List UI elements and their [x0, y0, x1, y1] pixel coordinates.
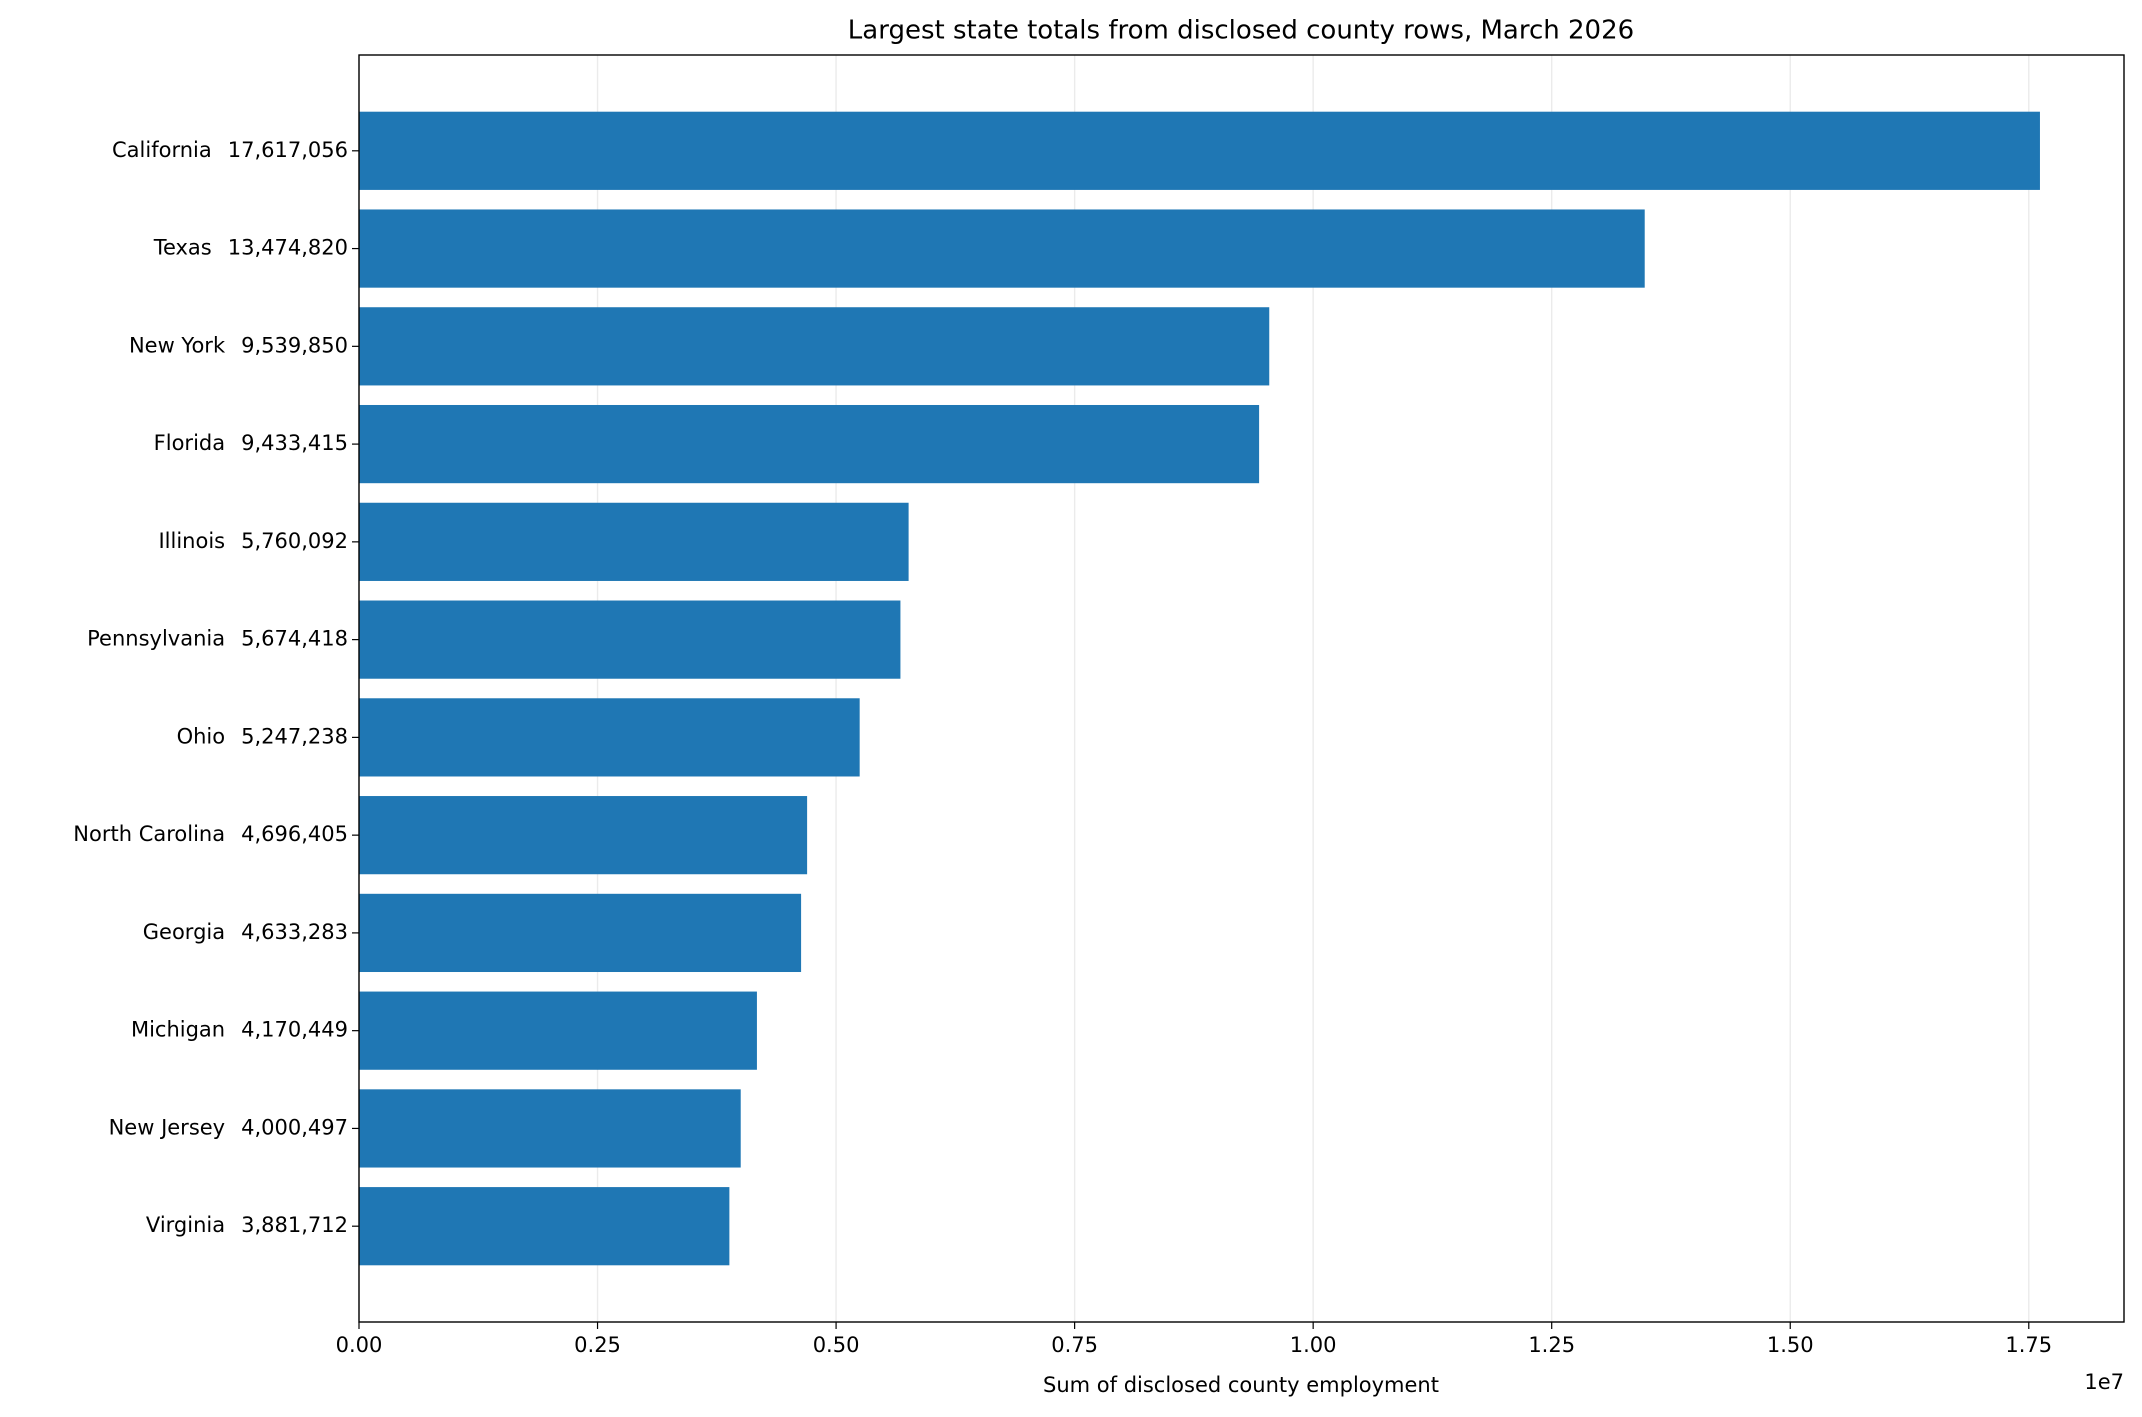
y-tick-label: Virginia 3,881,712	[146, 1213, 348, 1237]
y-tick-label: Illinois 5,760,092	[158, 529, 348, 553]
category-name: Virginia	[146, 1213, 225, 1237]
category-name: North Carolina	[73, 822, 225, 846]
y-tick-label: Ohio 5,247,238	[177, 724, 348, 748]
bar	[359, 404, 1260, 484]
plot-frame	[358, 54, 2125, 1323]
y-tick-label: Texas 13,474,820	[153, 236, 348, 260]
bar	[359, 502, 909, 581]
value-label: 17,617,056	[228, 138, 348, 162]
bar	[359, 796, 808, 875]
value-label: 13,474,820	[228, 236, 348, 260]
x-offset-label: 1e7	[2084, 1370, 2124, 1394]
y-tick-label: Florida 9,433,415	[154, 431, 348, 455]
x-tick-label: 1.00	[1290, 1333, 1337, 1357]
value-label: 4,170,449	[241, 1018, 348, 1042]
bar	[359, 600, 901, 679]
category-name: Pennsylvania	[87, 627, 225, 651]
bar	[359, 209, 1645, 288]
category-name: Michigan	[131, 1018, 225, 1042]
y-tick-label: Pennsylvania 5,674,418	[87, 627, 348, 651]
x-tick-label: 0.50	[813, 1333, 860, 1357]
category-name: Georgia	[143, 920, 225, 944]
bar	[359, 698, 860, 777]
bar	[359, 1187, 730, 1266]
value-label: 4,696,405	[241, 822, 348, 846]
x-tick-label: 1.50	[1767, 1333, 1814, 1357]
category-name: New York	[129, 333, 226, 357]
bar	[359, 307, 1270, 386]
y-tick-label: New Jersey 4,000,497	[109, 1115, 348, 1139]
y-tick-label: Georgia 4,633,283	[143, 920, 348, 944]
x-tick-label: 1.25	[1528, 1333, 1575, 1357]
value-label: 5,760,092	[241, 529, 348, 553]
value-label: 9,433,415	[241, 431, 348, 455]
bar	[359, 893, 802, 973]
x-tick-label: 0.00	[336, 1333, 383, 1357]
category-name: California	[112, 138, 212, 162]
category-name: Florida	[154, 431, 225, 455]
y-tick-label: New York 9,539,850	[129, 333, 348, 357]
y-tick-label: California 17,617,056	[112, 138, 348, 162]
category-name: Illinois	[158, 529, 225, 553]
y-tick-label: North Carolina 4,696,405	[73, 822, 348, 846]
value-label: 9,539,850	[241, 333, 348, 357]
value-label: 4,633,283	[241, 920, 348, 944]
chart-title: Largest state totals from disclosed coun…	[848, 16, 1634, 46]
y-tick-label: Michigan 4,170,449	[131, 1018, 348, 1042]
bar	[359, 1089, 741, 1168]
value-label: 5,674,418	[241, 627, 348, 651]
bar	[359, 991, 757, 1070]
value-label: 5,247,238	[241, 724, 348, 748]
bar	[359, 111, 2040, 190]
value-label: 4,000,497	[241, 1115, 348, 1139]
x-tick-label: 1.75	[2005, 1333, 2052, 1357]
category-name: New Jersey	[109, 1115, 226, 1139]
x-tick-label: 0.25	[574, 1333, 621, 1357]
value-label: 3,881,712	[241, 1213, 348, 1237]
category-name: Texas	[153, 236, 212, 260]
x-axis-label: Sum of disclosed county employment	[1043, 1373, 1439, 1397]
x-tick-label: 0.75	[1051, 1333, 1098, 1357]
category-name: Ohio	[177, 724, 226, 748]
